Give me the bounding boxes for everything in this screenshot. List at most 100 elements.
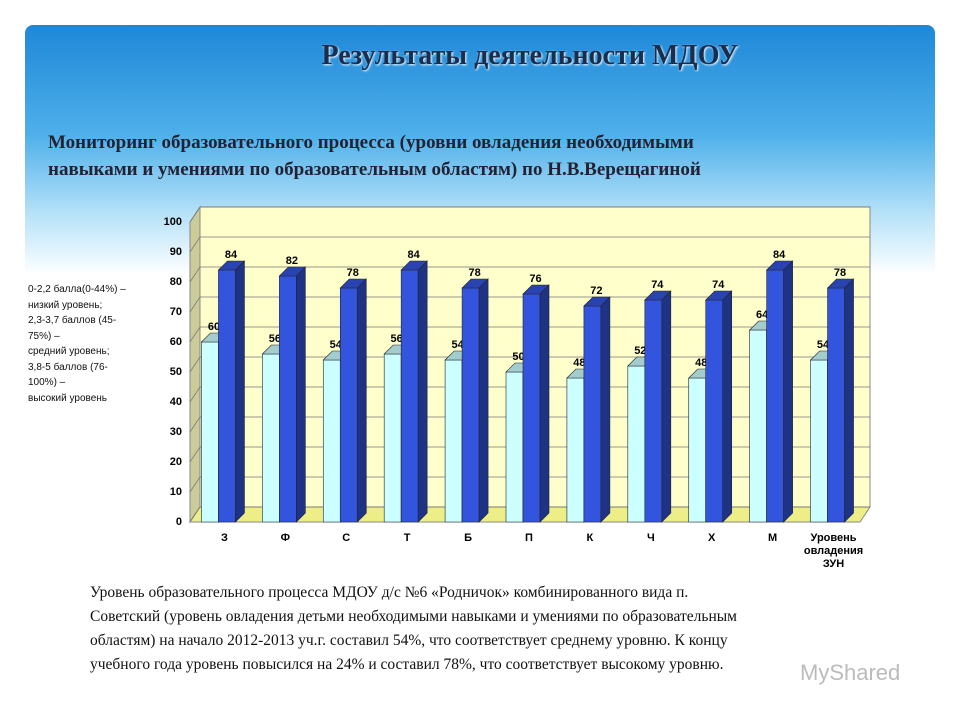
y-tick-label: 10	[170, 486, 182, 498]
grid-line	[189, 206, 870, 223]
bar-face	[461, 287, 480, 523]
bar	[522, 284, 550, 523]
side-note-line: 2,3-3,7 баллов (45-	[28, 315, 117, 326]
bar-face	[217, 260, 246, 271]
bar-face	[444, 359, 463, 523]
side-note-line: 100%) –	[28, 377, 66, 388]
data-label: 54	[817, 339, 830, 351]
bar-face	[339, 287, 358, 523]
bar	[826, 278, 855, 523]
bar-face	[235, 260, 245, 523]
bar-face	[583, 305, 602, 523]
paragraph-line: областям) на начало 2012-2013 уч.г. сост…	[90, 632, 728, 649]
data-label: 54	[451, 339, 464, 351]
bar	[400, 260, 428, 523]
bar-face	[566, 377, 585, 523]
x-tick-label: П	[525, 532, 533, 544]
data-label: 74	[712, 279, 725, 291]
bar	[583, 296, 611, 523]
data-label: 84	[773, 249, 786, 261]
bar-face	[844, 278, 854, 523]
y-tick-label: 40	[170, 396, 182, 408]
data-label: 84	[225, 249, 238, 261]
y-tick-label: 100	[164, 216, 182, 228]
bar-face	[522, 293, 541, 523]
side-note-line: средний уровень;	[28, 346, 110, 357]
x-tick-label: Ч	[646, 532, 655, 544]
x-tick-label: Х	[708, 532, 716, 544]
side-note-line: 0-2,2 балла(0-44%) –	[28, 284, 126, 295]
bar-face	[722, 290, 733, 523]
side-note-line: 3,8-5 баллов (76-	[28, 361, 108, 373]
bar-face	[278, 266, 307, 277]
bar-face	[749, 329, 767, 523]
x-tick-label: Б	[464, 532, 473, 544]
bar-face	[522, 284, 550, 295]
bar-face	[705, 290, 733, 301]
y-tick-label: 90	[170, 246, 182, 258]
data-label: 48	[695, 357, 707, 369]
data-label: 78	[347, 267, 359, 279]
bar-face	[705, 299, 724, 523]
bar-face	[827, 287, 845, 523]
data-label: 78	[834, 267, 846, 279]
subtitle: навыками и умениями по образовательным о…	[48, 159, 701, 180]
data-label: 72	[590, 285, 602, 297]
data-label: 48	[573, 357, 585, 369]
paragraph-line: учебного года уровень повысился на 24% и…	[90, 656, 724, 673]
data-label: 76	[529, 273, 541, 285]
bar-face	[600, 296, 611, 523]
grid-line	[189, 296, 870, 313]
bar-face	[644, 290, 672, 301]
x-tick-label: М	[768, 532, 778, 544]
side-note-line: высокий уровень	[28, 392, 108, 404]
bar	[339, 278, 367, 523]
bar-face	[765, 260, 794, 271]
bar	[644, 290, 672, 523]
data-label: 84	[408, 249, 421, 261]
bar-face	[661, 290, 672, 523]
side-note-line: 75%) –	[28, 330, 60, 342]
grid-line	[189, 266, 870, 283]
x-tick-label: С	[342, 532, 351, 544]
data-label: 56	[269, 333, 281, 345]
bar-face	[461, 278, 489, 289]
bar	[461, 278, 489, 523]
bar-face	[505, 371, 524, 523]
bar-face	[478, 278, 489, 523]
data-label: 82	[286, 255, 298, 267]
bar-face	[218, 269, 236, 523]
data-label: 74	[651, 279, 664, 291]
y-tick-label: 30	[170, 426, 182, 438]
bar	[217, 260, 246, 523]
bar-face	[383, 353, 402, 523]
x-tick-label: К	[586, 532, 594, 544]
bar-face	[356, 278, 367, 523]
bar-face	[296, 266, 306, 523]
bar-face	[322, 359, 341, 523]
bar-face	[783, 260, 793, 523]
bar-face	[644, 299, 663, 523]
paragraph-line: Советский (уровень овладения детьми необ…	[90, 608, 737, 625]
y-tick-label: 50	[170, 366, 182, 378]
y-tick-label: 20	[170, 456, 182, 468]
bar-face	[279, 275, 297, 523]
x-tick-label: Т	[403, 532, 411, 544]
y-tick-label: 60	[170, 336, 182, 348]
bar	[705, 290, 733, 523]
bar-face	[688, 377, 707, 523]
data-label: 60	[208, 321, 220, 333]
y-tick-label: 0	[176, 516, 182, 528]
bar	[765, 260, 794, 523]
x-tick-label: Уровень овладения ЗУН	[803, 532, 864, 570]
bar-face	[627, 365, 646, 523]
side-note-line: низкий уровень;	[28, 299, 103, 311]
data-label: 56	[391, 333, 403, 345]
bar-face	[262, 353, 280, 523]
data-label: 52	[634, 345, 646, 357]
bar-face	[417, 260, 428, 523]
bar	[278, 266, 307, 523]
bar-face	[539, 284, 550, 523]
